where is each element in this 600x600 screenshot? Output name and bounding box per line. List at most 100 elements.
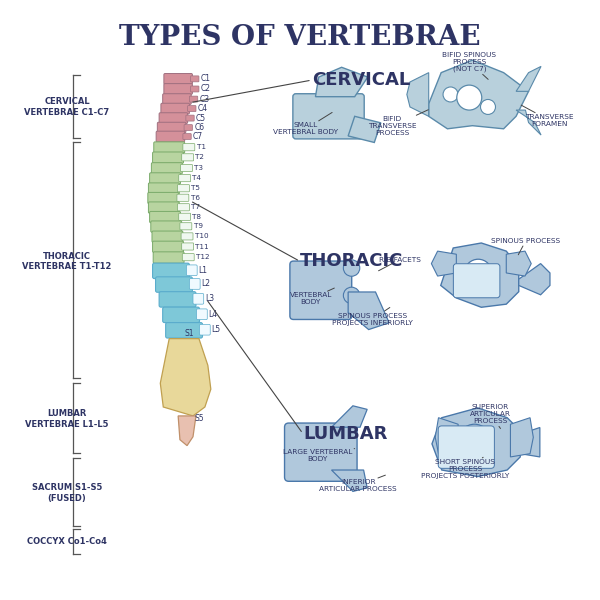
FancyBboxPatch shape	[151, 221, 182, 232]
FancyBboxPatch shape	[438, 426, 494, 469]
FancyBboxPatch shape	[152, 231, 183, 242]
FancyBboxPatch shape	[188, 106, 196, 112]
Text: SMALL
VERTEBRAL BODY: SMALL VERTEBRAL BODY	[274, 112, 338, 136]
Text: L4: L4	[208, 310, 218, 319]
Text: C4: C4	[198, 104, 208, 113]
FancyBboxPatch shape	[178, 185, 190, 192]
Text: INFERIOR
ARTICULAR PROCESS: INFERIOR ARTICULAR PROCESS	[319, 475, 397, 492]
Text: T11: T11	[196, 244, 209, 250]
FancyBboxPatch shape	[166, 323, 203, 338]
Polygon shape	[348, 292, 389, 329]
FancyBboxPatch shape	[149, 211, 181, 223]
FancyBboxPatch shape	[151, 163, 182, 174]
FancyBboxPatch shape	[155, 277, 193, 292]
FancyBboxPatch shape	[149, 173, 181, 184]
Polygon shape	[160, 338, 211, 416]
FancyBboxPatch shape	[191, 86, 199, 92]
Text: T12: T12	[196, 254, 209, 260]
FancyBboxPatch shape	[159, 113, 188, 124]
FancyBboxPatch shape	[154, 142, 185, 153]
Text: RIB FACETS: RIB FACETS	[379, 257, 421, 271]
Text: T9: T9	[194, 223, 203, 229]
FancyBboxPatch shape	[197, 309, 207, 320]
Polygon shape	[435, 418, 458, 457]
Polygon shape	[441, 243, 519, 307]
Text: T10: T10	[195, 233, 208, 239]
FancyBboxPatch shape	[181, 164, 193, 172]
FancyBboxPatch shape	[183, 134, 191, 140]
Text: C7: C7	[193, 132, 203, 141]
Text: T4: T4	[193, 175, 202, 181]
Text: L2: L2	[202, 280, 211, 289]
Polygon shape	[516, 110, 541, 135]
FancyBboxPatch shape	[182, 154, 194, 161]
Text: TRANSVERSE
FORAMEN: TRANSVERSE FORAMEN	[521, 105, 574, 127]
Text: BIFID
TRANSVERSE
PROCESS: BIFID TRANSVERSE PROCESS	[368, 110, 428, 136]
Text: C5: C5	[196, 113, 206, 122]
Text: SPINOUS PROCESS: SPINOUS PROCESS	[491, 238, 560, 255]
FancyBboxPatch shape	[161, 103, 190, 114]
Polygon shape	[431, 251, 457, 276]
Polygon shape	[332, 470, 367, 491]
FancyBboxPatch shape	[190, 278, 200, 289]
FancyBboxPatch shape	[293, 94, 364, 139]
FancyBboxPatch shape	[148, 193, 179, 204]
Text: T5: T5	[191, 185, 200, 191]
Text: S5: S5	[194, 414, 204, 423]
FancyBboxPatch shape	[187, 265, 197, 275]
Text: SACRUM S1-S5
(FUSED): SACRUM S1-S5 (FUSED)	[32, 484, 102, 503]
Text: L3: L3	[205, 295, 214, 304]
Polygon shape	[516, 67, 541, 91]
FancyBboxPatch shape	[157, 122, 186, 133]
Text: C2: C2	[201, 85, 211, 94]
Text: T3: T3	[194, 165, 203, 171]
Text: L5: L5	[211, 325, 221, 334]
Circle shape	[343, 260, 360, 276]
Text: LUMBAR: LUMBAR	[303, 425, 388, 443]
Text: T6: T6	[191, 195, 200, 201]
FancyBboxPatch shape	[148, 183, 179, 194]
Text: LUMBAR
VERTEBRAE L1-L5: LUMBAR VERTEBRAE L1-L5	[25, 409, 109, 428]
FancyBboxPatch shape	[290, 261, 352, 319]
Text: C6: C6	[194, 123, 205, 132]
Polygon shape	[432, 408, 520, 476]
FancyBboxPatch shape	[183, 143, 195, 151]
Polygon shape	[511, 418, 533, 457]
FancyBboxPatch shape	[182, 254, 194, 261]
Polygon shape	[348, 116, 381, 142]
FancyBboxPatch shape	[200, 325, 210, 335]
Text: THORACIC: THORACIC	[300, 253, 403, 271]
FancyBboxPatch shape	[159, 292, 196, 307]
FancyBboxPatch shape	[179, 213, 191, 220]
Text: CERVICAL: CERVICAL	[312, 71, 410, 89]
FancyBboxPatch shape	[164, 83, 193, 94]
Text: TYPES OF VERTEBRAE: TYPES OF VERTEBRAE	[119, 23, 481, 50]
Text: S1: S1	[185, 329, 194, 338]
FancyBboxPatch shape	[178, 204, 190, 211]
FancyBboxPatch shape	[153, 252, 184, 263]
FancyBboxPatch shape	[190, 96, 198, 102]
Polygon shape	[506, 251, 531, 276]
FancyBboxPatch shape	[148, 202, 179, 213]
FancyBboxPatch shape	[193, 293, 203, 304]
Text: T1: T1	[197, 144, 206, 150]
FancyBboxPatch shape	[182, 243, 194, 250]
FancyBboxPatch shape	[454, 264, 500, 298]
FancyBboxPatch shape	[177, 194, 189, 202]
FancyBboxPatch shape	[156, 131, 185, 142]
Text: C3: C3	[200, 95, 209, 104]
Text: L1: L1	[199, 266, 208, 275]
Circle shape	[481, 100, 496, 115]
Text: BIFID SPINOUS
PROCESS
(NOT C7): BIFID SPINOUS PROCESS (NOT C7)	[442, 52, 496, 79]
FancyBboxPatch shape	[191, 76, 199, 82]
FancyBboxPatch shape	[179, 175, 191, 182]
FancyBboxPatch shape	[163, 94, 191, 104]
FancyBboxPatch shape	[186, 115, 194, 121]
Text: LARGE VERTEBRAL
BODY: LARGE VERTEBRAL BODY	[283, 449, 355, 462]
Text: COCCYX Co1-Co4: COCCYX Co1-Co4	[27, 538, 107, 547]
Polygon shape	[316, 67, 368, 97]
Text: VERTEBRAL
BODY: VERTEBRAL BODY	[290, 288, 334, 305]
FancyBboxPatch shape	[152, 263, 190, 278]
FancyBboxPatch shape	[181, 233, 193, 240]
Polygon shape	[519, 263, 550, 295]
